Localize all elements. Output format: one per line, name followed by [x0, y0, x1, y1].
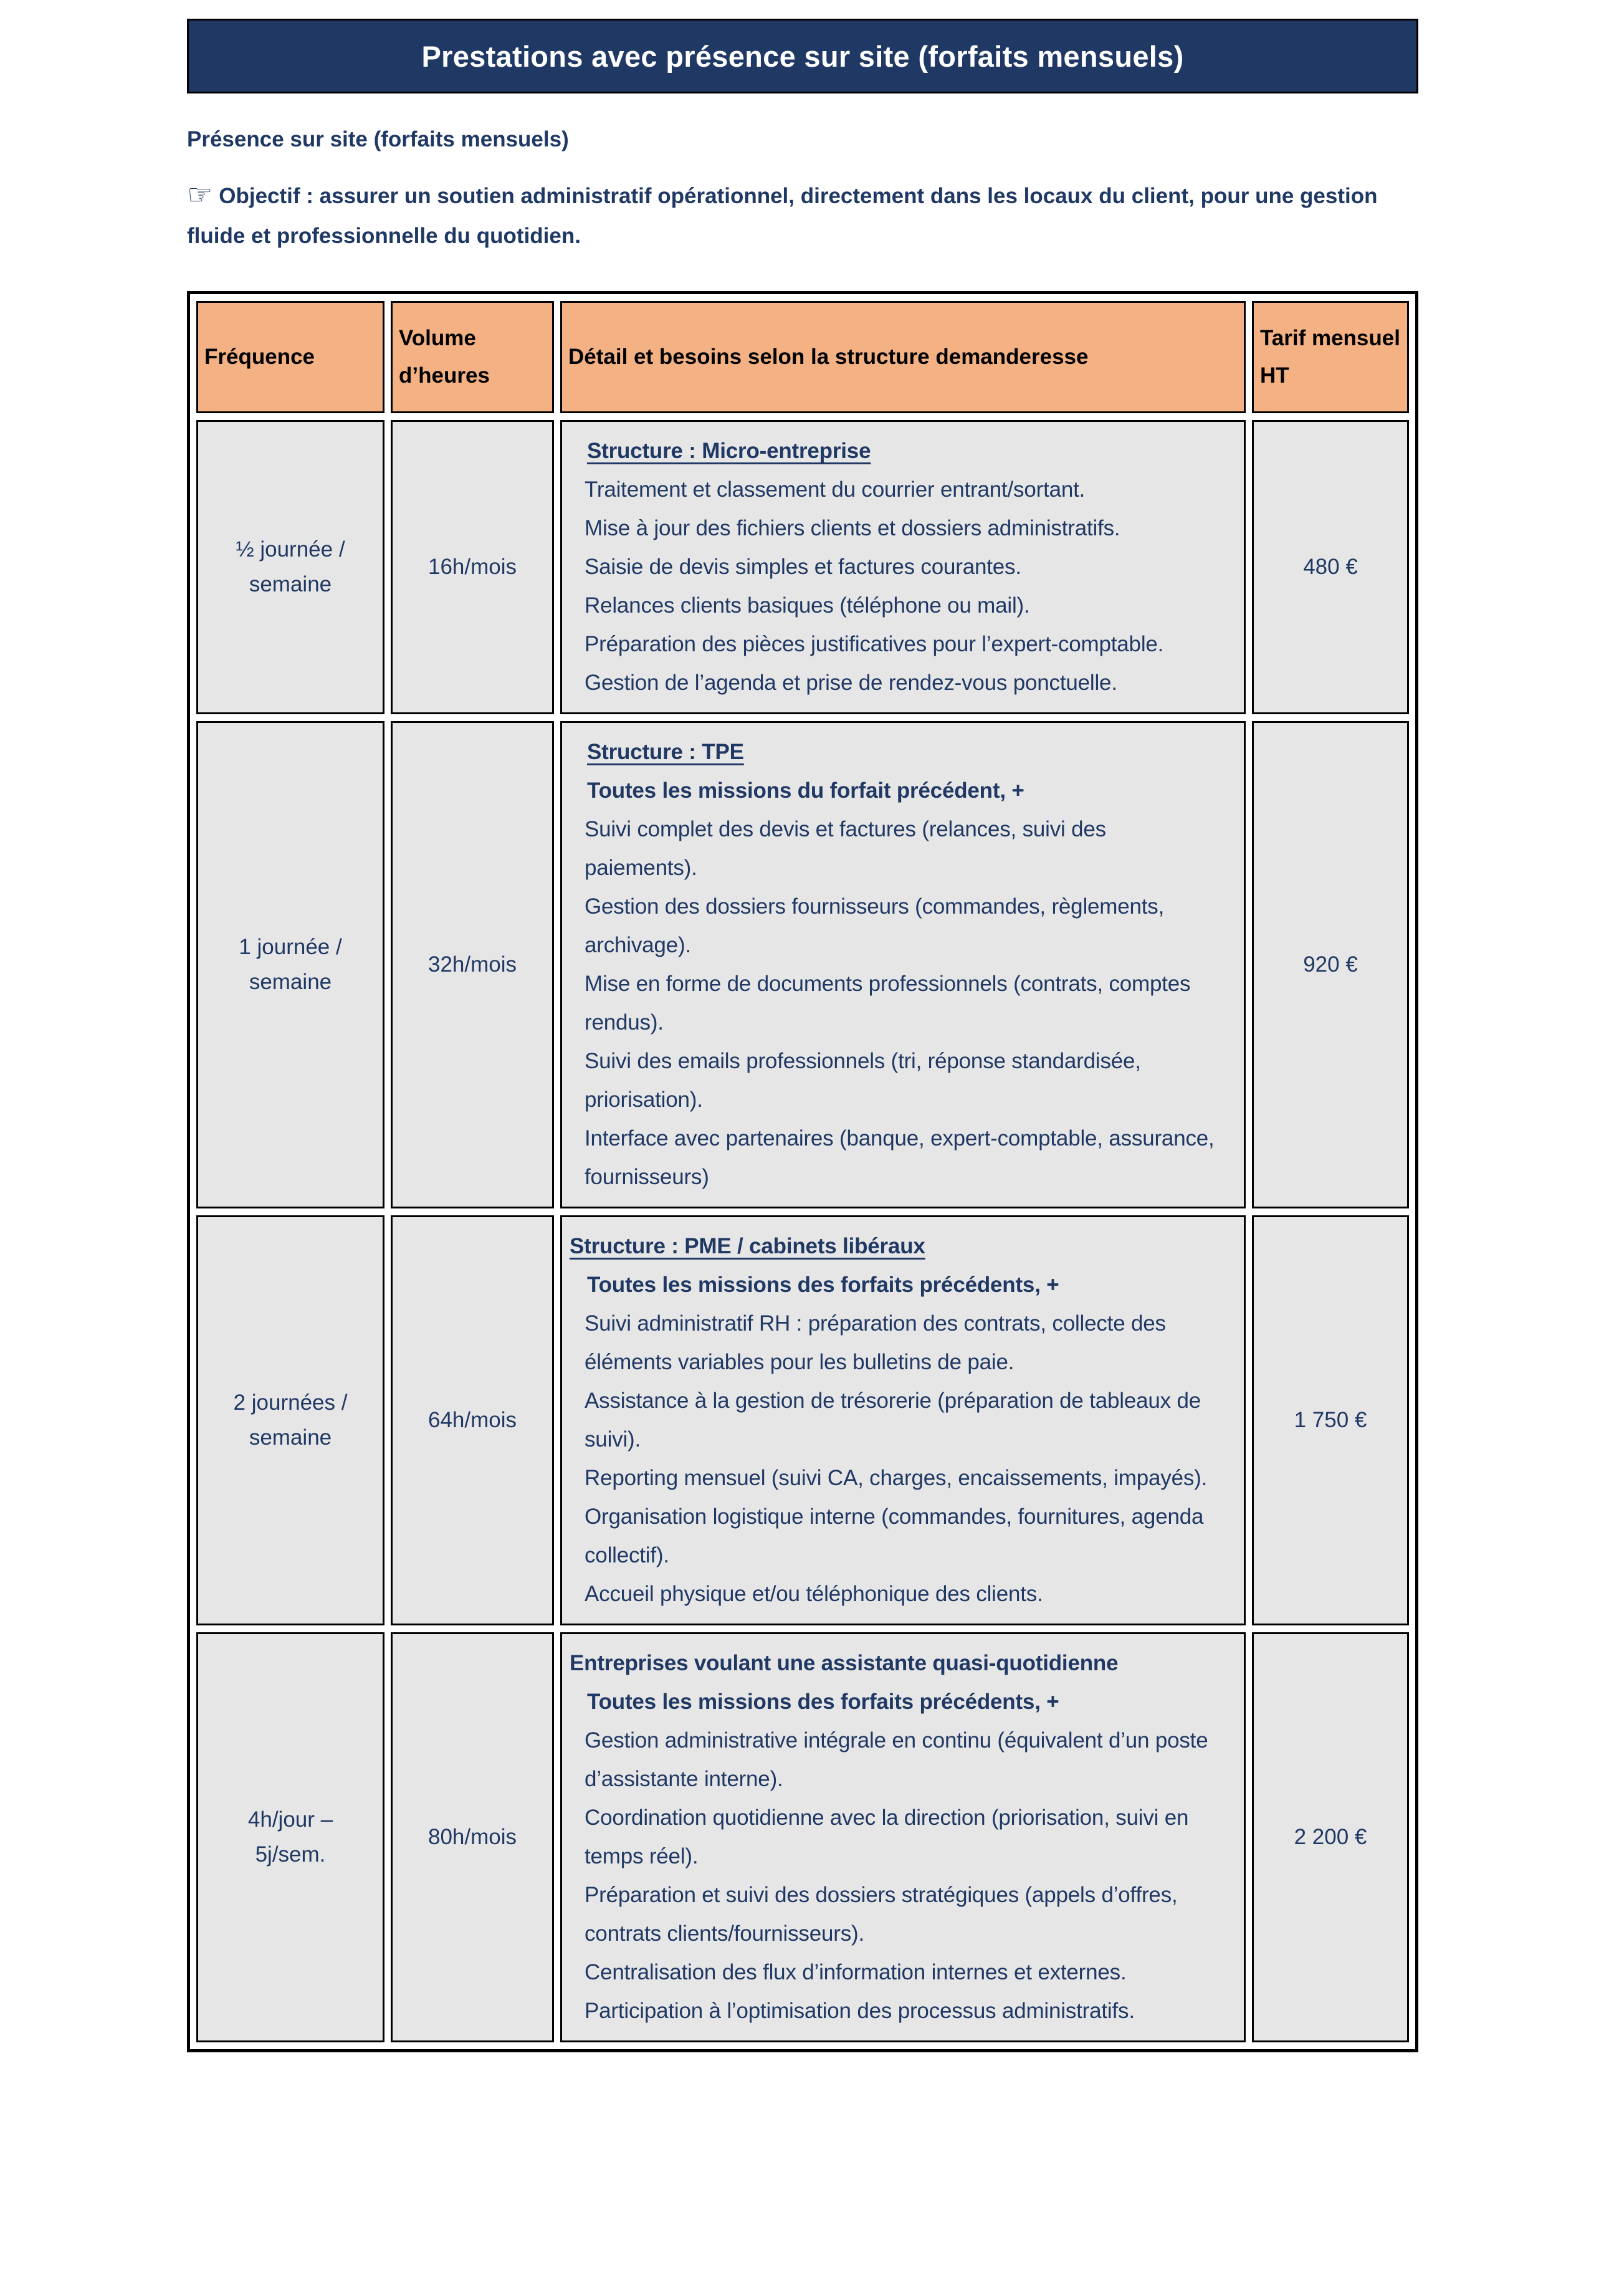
detail-item: Mise à jour des fichiers clients et doss… — [585, 516, 1120, 540]
objective-text: Objectif : assurer un soutien administra… — [187, 184, 1378, 248]
detail-item: Coordination quotidienne avec la directi… — [585, 1806, 1189, 1868]
detail-item: Relances clients basiques (téléphone ou … — [585, 593, 1030, 618]
table-row-tpe: 1 journée / semaine 32h/mois Structure :… — [196, 721, 1409, 1208]
volume-cell: 16h/mois — [391, 420, 554, 714]
detail-item: Saisie de devis simples et factures cour… — [585, 555, 1021, 579]
detail-item: Assistance à la gestion de trésorerie (p… — [585, 1389, 1201, 1452]
detail-item: Suivi administratif RH : préparation des… — [585, 1311, 1166, 1374]
volume-cell: 64h/mois — [391, 1215, 554, 1625]
table-header-row: Fréquence Volume d’heures Détail et beso… — [196, 301, 1409, 413]
pricing-table: Fréquence Volume d’heures Détail et beso… — [190, 294, 1415, 2049]
detail-item: Préparation des pièces justificatives po… — [585, 632, 1164, 656]
section-subtitle: Présence sur site (forfaits mensuels) — [187, 127, 569, 151]
frequency-cell: 2 journées / semaine — [196, 1215, 384, 1625]
header-frequency: Fréquence — [196, 301, 384, 413]
detail-item: Centralisation des flux d’information in… — [585, 1960, 1127, 1984]
header-tarif: Tarif mensuel HT — [1252, 301, 1409, 413]
frequency-cell: 1 journée / semaine — [196, 721, 384, 1208]
detail-item: Gestion administrative intégrale en cont… — [585, 1728, 1208, 1791]
detail-cell: Entreprises voulant une assistante quasi… — [560, 1632, 1246, 2042]
structure-heading: Structure : Micro-entreprise — [587, 439, 871, 463]
volume-cell: 32h/mois — [391, 721, 554, 1208]
document-page: Prestations avec présence sur site (forf… — [187, 19, 1418, 2052]
volume-cell: 80h/mois — [391, 1632, 554, 2042]
detail-item: Reporting mensuel (suivi CA, charges, en… — [585, 1466, 1208, 1490]
page-title: Prestations avec présence sur site (forf… — [421, 39, 1184, 73]
detail-item: Suivi des emails professionnels (tri, ré… — [585, 1049, 1141, 1112]
detail-item: Interface avec partenaires (banque, expe… — [585, 1126, 1215, 1189]
pricing-table-border: Fréquence Volume d’heures Détail et beso… — [187, 291, 1418, 2052]
document-body: { "header": { "title": "Prestations avec… — [0, 19, 1609, 2296]
detail-cell: Structure : Micro-entreprise Traitement … — [560, 420, 1246, 714]
detail-cell: Structure : TPE Toutes les missions du f… — [560, 721, 1246, 1208]
price-cell: 2 200 € — [1252, 1632, 1409, 2042]
structure-heading: Structure : PME / cabinets libéraux — [570, 1234, 925, 1258]
structure-heading: Entreprises voulant une assistante quasi… — [570, 1651, 1119, 1675]
detail-item: Participation à l’optimisation des proce… — [585, 1999, 1135, 2023]
price-cell: 1 750 € — [1252, 1215, 1409, 1625]
detail-item: Gestion de l’agenda et prise de rendez-v… — [585, 671, 1117, 695]
detail-item: Suivi complet des devis et factures (rel… — [585, 817, 1106, 880]
header-volume: Volume d’heures — [391, 301, 554, 413]
detail-item: Organisation logistique interne (command… — [585, 1504, 1204, 1567]
detail-item: Traitement et classement du courrier ent… — [585, 477, 1086, 502]
missions-subheading: Toutes les missions du forfait précédent… — [587, 778, 1024, 803]
table-row-micro-entreprise: ½ journée / semaine 16h/mois Structure :… — [196, 420, 1409, 714]
detail-item: Gestion des dossiers fournisseurs (comma… — [585, 894, 1165, 957]
title-bar: Prestations avec présence sur site (forf… — [187, 19, 1418, 93]
frequency-cell: 4h/jour – 5j/sem. — [196, 1632, 384, 2042]
objective-paragraph: ☞ Objectif : assurer un soutien administr… — [187, 175, 1418, 256]
pointing-hand-icon: ☞ — [187, 178, 213, 211]
missions-subheading: Toutes les missions des forfaits précéde… — [587, 1273, 1059, 1297]
price-cell: 920 € — [1252, 721, 1409, 1208]
detail-item: Préparation et suivi des dossiers straté… — [585, 1883, 1178, 1946]
detail-item: Mise en forme de documents professionnel… — [585, 972, 1191, 1035]
table-row-pme-cabinets-liberaux: 2 journées / semaine 64h/mois Structure … — [196, 1215, 1409, 1625]
missions-subheading: Toutes les missions des forfaits précéde… — [587, 1690, 1059, 1714]
table-row-quasi-quotidienne: 4h/jour – 5j/sem. 80h/mois Entreprises v… — [196, 1632, 1409, 2042]
price-cell: 480 € — [1252, 420, 1409, 714]
detail-item: Accueil physique et/ou téléphonique des … — [585, 1582, 1043, 1606]
detail-cell: Structure : PME / cabinets libéraux Tout… — [560, 1215, 1246, 1625]
header-detail: Détail et besoins selon la structure dem… — [560, 301, 1246, 413]
frequency-cell: ½ journée / semaine — [196, 420, 384, 714]
structure-heading: Structure : TPE — [587, 740, 744, 764]
